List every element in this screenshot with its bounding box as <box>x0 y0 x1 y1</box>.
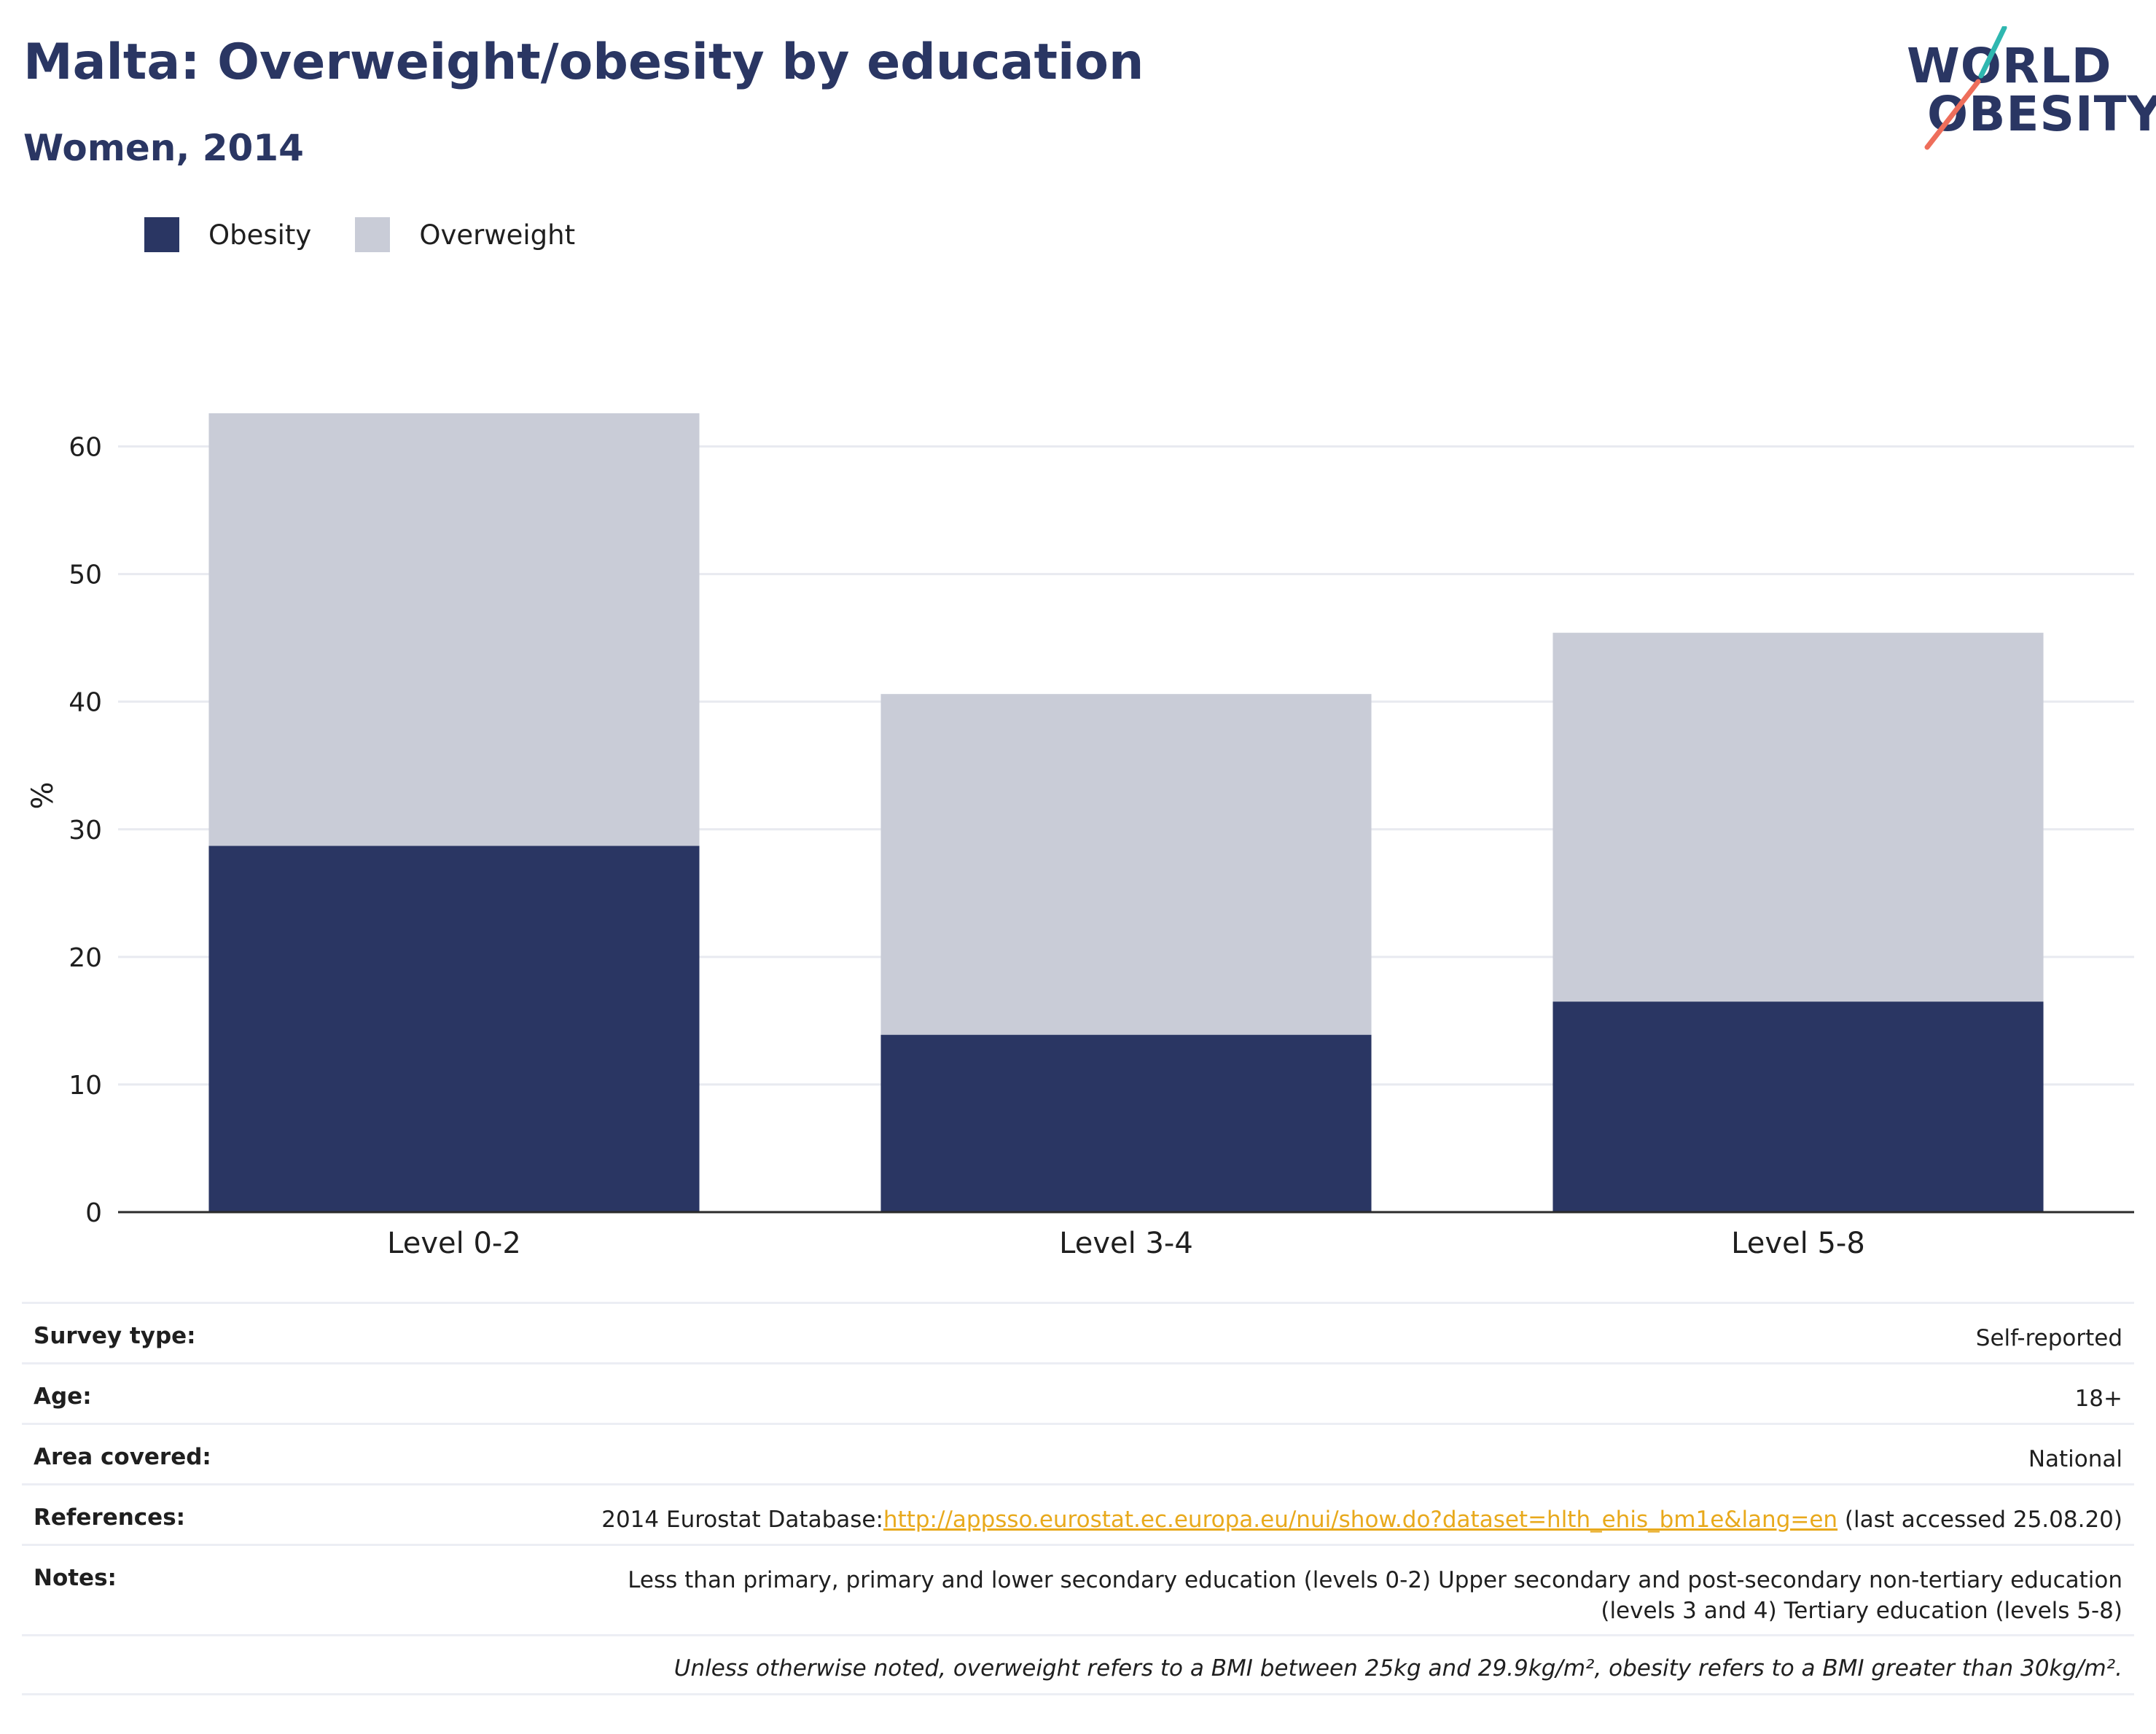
logo-slash-icon <box>1924 26 2007 150</box>
meta-row-area-covered: Area covered: National <box>22 1423 2134 1483</box>
notes-line-1: Less than primary, primary and lower sec… <box>628 1567 2122 1593</box>
y-axis-title: % <box>26 781 60 809</box>
bar-obesity-2 <box>880 1034 1372 1212</box>
meta-key: Notes: <box>34 1565 117 1591</box>
chart-legend: Obesity Overweight <box>144 217 619 252</box>
references-prefix: 2014 Eurostat Database: <box>601 1507 883 1533</box>
y-tick-label: 10 <box>69 1071 102 1101</box>
chart-subtitle: Women, 2014 <box>23 127 304 169</box>
meta-row-references: References: 2014 Eurostat Database:http:… <box>22 1483 2134 1544</box>
x-category-label: Level 0-2 <box>387 1227 521 1260</box>
meta-key: Survey type: <box>34 1323 196 1349</box>
bar-overweight-1 <box>208 413 700 846</box>
meta-key: Area covered: <box>34 1444 211 1470</box>
meta-value: Less than primary, primary and lower sec… <box>628 1565 2122 1626</box>
y-tick-label: 20 <box>69 943 102 973</box>
legend-label-obesity: Obesity <box>208 219 312 251</box>
y-tick-label: 50 <box>69 561 102 590</box>
bar-overweight-3 <box>1552 633 2044 1002</box>
logo-word-world: WORLD <box>1907 38 2112 94</box>
meta-key: References: <box>34 1504 186 1531</box>
bmi-footnote: Unless otherwise noted, overweight refer… <box>673 1655 2122 1682</box>
bar-chart: 0 10 20 30 40 50 60 Level 0-2 Level 3-4 Level 5-8… <box>26 413 2134 1260</box>
meta-row-notes: Notes: Less than primary, primary and lo… <box>22 1544 2134 1634</box>
bar-obesity-3 <box>1552 1001 2044 1212</box>
legend-swatch-overweight <box>355 217 391 252</box>
x-category-label: Level 5-8 <box>1731 1227 1865 1260</box>
meta-value: 18+ <box>2074 1386 2122 1412</box>
chart-title: Malta: Overweight/obesity by education <box>23 34 1144 91</box>
notes-line-2: (levels 3 and 4) Tertiary education (lev… <box>1601 1598 2122 1624</box>
bar-overweight-2 <box>880 694 1372 1035</box>
meta-row-age: Age: 18+ <box>22 1362 2134 1423</box>
y-tick-label: 30 <box>69 816 102 845</box>
references-suffix: (last accessed 25.08.20) <box>1837 1507 2122 1533</box>
y-tick-label: 40 <box>69 688 102 718</box>
meta-value: 2014 Eurostat Database:http://appsso.eur… <box>601 1504 2122 1535</box>
legend-item-overweight[interactable]: Overweight <box>355 217 575 252</box>
meta-row-footnote: Unless otherwise noted, overweight refer… <box>22 1634 2134 1695</box>
bar-obesity-1 <box>208 845 700 1212</box>
legend-item-obesity[interactable]: Obesity <box>144 217 311 252</box>
meta-row-survey-type: Survey type: Self-reported <box>22 1302 2134 1362</box>
x-category-label: Level 3-4 <box>1059 1227 1193 1260</box>
references-link[interactable]: http://appsso.eurostat.ec.europa.eu/nui/… <box>883 1507 1838 1533</box>
world-obesity-logo: WORLD OBESITY <box>1902 26 2156 150</box>
y-tick-label: 60 <box>69 433 102 463</box>
meta-value: Self-reported <box>1975 1325 2122 1351</box>
meta-key: Age: <box>34 1383 92 1410</box>
legend-label-overweight: Overweight <box>419 219 576 251</box>
legend-swatch-obesity <box>144 217 179 252</box>
metadata-table: Survey type: Self-reported Age: 18+ Area… <box>22 1302 2134 1695</box>
y-tick-label: 0 <box>85 1198 102 1228</box>
meta-value: National <box>2028 1446 2122 1472</box>
